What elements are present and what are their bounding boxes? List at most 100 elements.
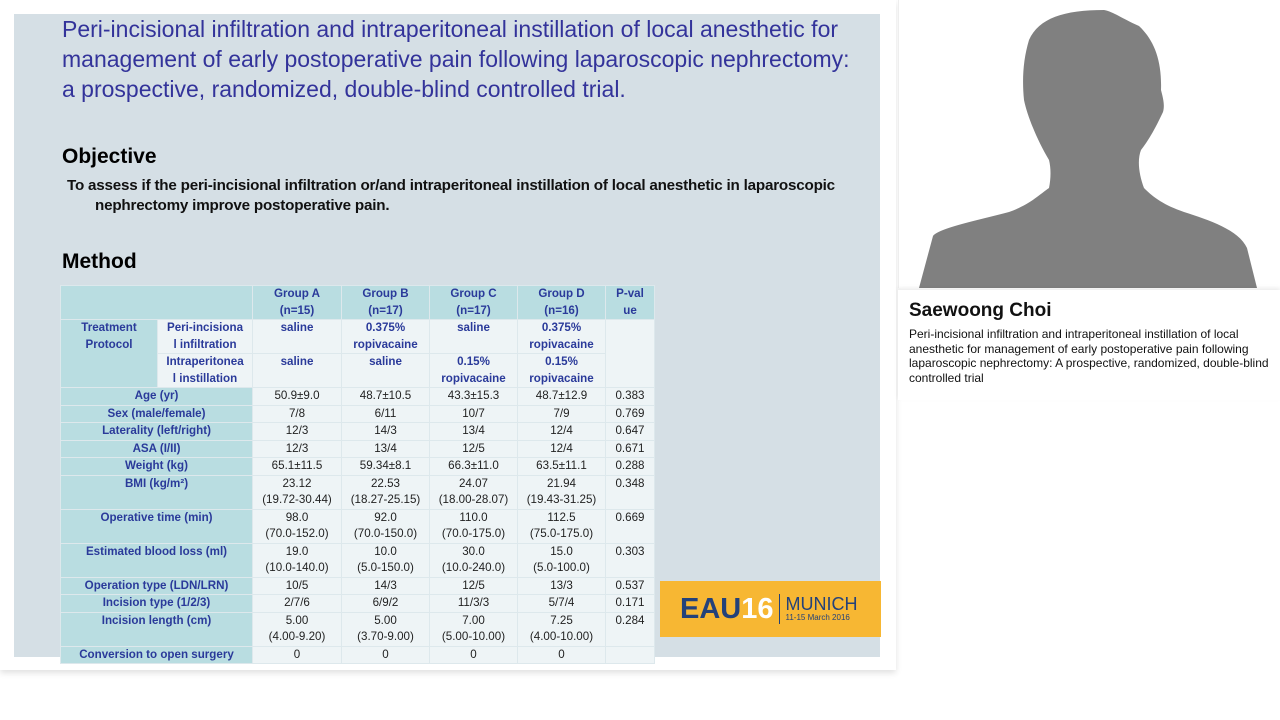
row-label: Incision type (1/2/3) [60,594,253,613]
table-row: Operative time (min) 98.0 (70.0-152.0) 92.0… [60,508,655,544]
cell-value: 43.3±15.3 [447,389,500,402]
cell-value: 13/4 [374,441,397,455]
table-body: Age (yr) 50.9±9.0 48.7±10.5 43.3±15.3 48.7±1… [60,387,655,664]
cell-range: (5.0-100.0) [533,561,590,574]
cell-value: 59.34±8.1 [359,459,412,472]
row-label: Operation type (LDN/LRN) [60,576,253,595]
table-row: Intraperitonea l instillation saline sali… [61,353,655,388]
table-cell: 12/3 [252,439,342,458]
table-cell: 0 [429,645,518,664]
label-line: Protocol [85,337,133,351]
table-row: Incision type (1/2/3) 2/7/6 6/9/2 11/3/3 5/7… [60,594,655,613]
table-cell-p [605,319,655,388]
cell-value: 65.1±11.5 [271,459,323,472]
cell-range: (5.0-150.0) [357,561,414,574]
cell-value: 110.0 [459,510,488,524]
table-cell: 7/8 [252,404,342,423]
objective-heading: Objective [62,145,157,168]
header-n: (n=17) [368,303,403,317]
table-cell-p: 0.647 [605,422,655,441]
cell-range: (18.00-28.07) [438,493,509,506]
method-table: Group A (n=15) Group B (n=17) Group C (n=17… [60,285,655,664]
cell-value: 66.3±11.0 [448,459,499,472]
cell-range: (18.27-25.15) [350,493,421,506]
cell-value: 0 [558,647,565,661]
label-line: l instillation [172,371,238,385]
table-cell: 7.00 (5.00-10.00) [429,611,518,647]
row-sublabel: Peri-incisiona l infiltration [157,319,253,354]
table-row: Treatment Protocol Peri-incisiona l infilt… [60,319,655,388]
table-cell: 14/3 [341,576,430,595]
cell-value: 5.00 [285,613,309,627]
cell-value: 12/3 [285,424,309,437]
cell-value: 12/5 [462,441,485,455]
table-cell-p: 0.171 [605,594,655,613]
table-cell: 2/7/6 [252,594,342,613]
table-cell: 0 [517,645,606,664]
cell-value: 0 [293,647,301,661]
row-sublabel: Intraperitonea l instillation [157,353,253,388]
table-cell-p: 0.348 [605,474,655,510]
table-cell: 0.375% ropivacaine [341,319,430,354]
row-label: Sex (male/female) [60,404,253,423]
header-label: P-val [616,287,644,300]
cell-range: (19.72-30.44) [262,493,332,506]
cell-range: (4.00-9.20) [268,630,326,643]
table-cell: 63.5±11.1 [517,457,606,476]
speaker-name: Saewoong Choi [909,300,1052,321]
cell-value: 14/3 [374,578,397,592]
cell-value: 14/3 [374,424,397,437]
talk-title: Peri-incisional infiltration and intrape… [909,327,1269,385]
cell-value: 7.25 [550,613,573,627]
row-label: BMI (kg/m²) [60,474,253,510]
cell-range: (3.70-9.00) [357,630,414,643]
cell-value: 23.12 [282,476,312,490]
header-n: (n=17) [456,303,491,317]
logo-divider [778,594,780,624]
person-silhouette-icon [919,10,1257,288]
table-cell: 21.94 (19.43-31.25) [517,474,606,510]
table-cell-p [605,645,655,664]
row-label: ASA (I/II) [60,439,253,458]
cell-value: 12/4 [550,441,573,455]
table-cell: 15.0 (5.0-100.0) [517,542,606,578]
cell-value: 21.94 [546,476,576,490]
logo-city: MUNICH [785,594,858,614]
table-cell-p: 0.288 [605,457,655,476]
slide-title: Peri-incisional infiltration and intrape… [62,16,850,102]
table-cell: 13/4 [429,422,518,441]
cell-value: 2/7/6 [284,596,310,609]
table-cell: 7.25 (4.00-10.00) [517,611,606,647]
table-cell: saline [252,319,342,354]
table-cell: 0 [252,645,342,664]
cell-line: saline [457,321,490,334]
cell-line: 0.15% [545,355,578,368]
header-p-value: P-val ue [605,285,655,320]
logo-location: MUNICH 11-15 March 2016 [786,595,858,623]
cell-value: 15.0 [550,544,573,558]
table-cell: 0 [341,645,430,664]
row-label: Estimated blood loss (ml) [60,542,253,578]
cell-line: 0.375% [541,321,582,334]
cell-line: 0.15% [457,355,490,368]
header-group-d: Group D (n=16) [517,285,606,320]
eau16-logo: EAU16 MUNICH 11-15 March 2016 [660,581,881,637]
cell-value: 7/9 [553,406,570,420]
header-group-b: Group B (n=17) [341,285,430,320]
cell-value: 7.00 [462,613,485,627]
logo-number: 16 [741,592,774,625]
cell-line: ropivacaine [353,337,418,351]
cell-value: 0 [470,647,477,661]
cell-value: 5/7/4 [548,596,575,609]
table-cell: 6/9/2 [341,594,430,613]
table-cell-p: 0.284 [605,611,655,647]
cell-value: 6/11 [374,406,397,420]
cell-value: 24.07 [458,476,488,490]
cell-line: 0.375% [365,321,406,334]
table-cell: 11/3/3 [429,594,518,613]
cell-value: 48.7±10.5 [359,389,412,402]
label-line: Peri-incisiona [166,321,244,334]
cell-value: 22.53 [370,476,400,490]
table-row: ASA (I/II) 12/3 13/4 12/5 12/4 0.671 [60,439,655,458]
label-line: l infiltration [173,337,237,351]
